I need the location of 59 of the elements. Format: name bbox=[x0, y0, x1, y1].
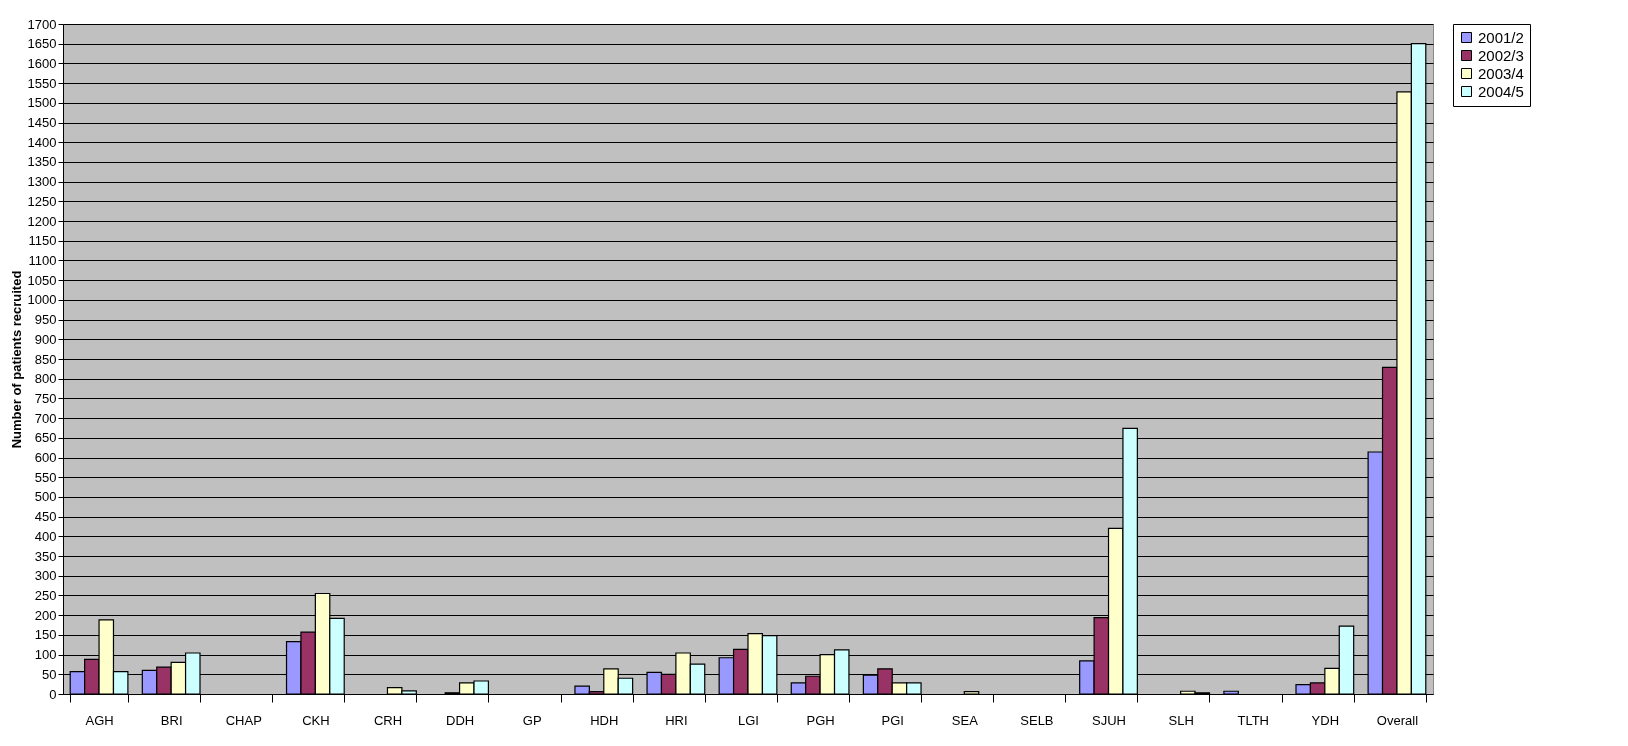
y-tick-label: 500 bbox=[34, 489, 57, 505]
y-tick-label: 250 bbox=[34, 587, 57, 603]
y-tick-label: 1650 bbox=[27, 36, 57, 52]
y-tick-label: 600 bbox=[34, 450, 57, 466]
y-tick-label: 1150 bbox=[28, 233, 57, 249]
x-tick-label: SEA bbox=[951, 712, 979, 728]
x-tick-label: CKH bbox=[302, 712, 330, 728]
legend-label: 2001/2 bbox=[1478, 28, 1524, 46]
y-tick-label: 1000 bbox=[27, 292, 57, 308]
x-tick-label: Overall bbox=[1376, 712, 1419, 728]
y-tick-label: 1700 bbox=[27, 16, 57, 32]
x-tick-label: PGI bbox=[881, 712, 904, 728]
y-tick-label: 300 bbox=[34, 568, 57, 584]
y-tick-label: 850 bbox=[34, 351, 57, 367]
y-axis-title: Number of patients recruited bbox=[8, 270, 24, 449]
x-tick-label: DDH bbox=[445, 712, 475, 728]
x-tick-label: HRI bbox=[665, 712, 688, 728]
y-tick-label: 400 bbox=[34, 528, 57, 544]
y-tick-label: 550 bbox=[34, 469, 57, 485]
y-tick-label: 200 bbox=[34, 607, 57, 623]
legend-label: 2004/5 bbox=[1478, 82, 1524, 100]
y-tick-label: 1250 bbox=[27, 193, 57, 209]
y-tick-label: 0 bbox=[49, 686, 57, 702]
y-tick-label: 1600 bbox=[27, 55, 57, 71]
y-tick-label: 1050 bbox=[27, 272, 57, 288]
y-tick-label: 1450 bbox=[27, 115, 57, 131]
y-tick-label: 1500 bbox=[27, 95, 57, 111]
x-tick-label: SLH bbox=[1168, 712, 1194, 728]
x-tick-label: LGI bbox=[738, 712, 759, 728]
y-tick-label: 1550 bbox=[27, 75, 57, 91]
y-tick-label: 450 bbox=[34, 509, 57, 525]
y-tick-label: 350 bbox=[34, 548, 57, 564]
y-tick-label: 900 bbox=[34, 331, 57, 347]
x-tick-label: CHAP bbox=[225, 712, 262, 728]
y-tick-label: 700 bbox=[34, 410, 57, 426]
y-tick-label: 1350 bbox=[27, 154, 57, 170]
x-tick-label: SJUH bbox=[1092, 712, 1126, 728]
x-tick-label: BRI bbox=[160, 712, 183, 728]
x-tick-label: AGH bbox=[85, 712, 114, 728]
x-tick-label: HDH bbox=[590, 712, 619, 728]
y-tick-label: 1400 bbox=[27, 134, 57, 150]
y-tick-label: 650 bbox=[34, 430, 57, 446]
x-tick-label: GP bbox=[522, 712, 542, 728]
y-tick-label: 1100 bbox=[28, 252, 57, 268]
legend-label: 2003/4 bbox=[1478, 64, 1524, 82]
y-tick-label: 750 bbox=[34, 390, 57, 406]
x-tick-label: SELB bbox=[1020, 712, 1054, 728]
y-tick-label: 150 bbox=[34, 627, 57, 643]
y-tick-label: 800 bbox=[34, 371, 57, 387]
x-tick-label: YDH bbox=[1311, 712, 1340, 728]
x-tick-label: CRH bbox=[373, 712, 403, 728]
y-tick-label: 1300 bbox=[27, 174, 57, 190]
y-tick-label: 1200 bbox=[27, 213, 57, 229]
legend-label: 2002/3 bbox=[1478, 46, 1524, 64]
y-tick-label: 50 bbox=[42, 666, 57, 682]
y-tick-label: 950 bbox=[34, 312, 57, 328]
x-tick-label: PGH bbox=[806, 712, 835, 728]
x-tick-label: TLTH bbox=[1237, 712, 1270, 728]
y-tick-label: 100 bbox=[34, 647, 57, 663]
